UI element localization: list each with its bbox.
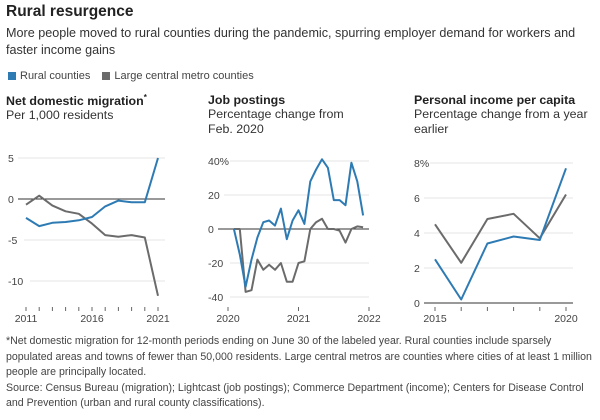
legend-item-metro: Large central metro counties [102, 70, 254, 82]
x-tick-label: 2022 [357, 313, 381, 325]
legend: Rural counties Large central metro count… [8, 70, 254, 82]
series-line-metro [25, 194, 159, 297]
source-text: Source: Census Bureau (migration); Light… [6, 381, 584, 410]
y-tick-label: 0 [208, 224, 214, 236]
x-tick-label: 2021 [287, 313, 311, 325]
y-tick-label: 5 [8, 153, 14, 165]
y-tick-label: 40% [208, 156, 229, 168]
chart-subtitle: More people moved to rural counties duri… [6, 26, 576, 57]
footnote-text: *Net domestic migration for 12-month per… [6, 335, 592, 379]
series-line-rural [25, 157, 159, 228]
y-tick-label: 0 [414, 298, 420, 310]
x-tick-label: 2020 [216, 313, 240, 325]
panel-subtitle: Percentage change from a year earlier [414, 107, 588, 136]
x-tick-label: 2015 [423, 313, 447, 325]
chart-panel-0: 5 0 -5 -10 2011 2016 2021 [8, 153, 170, 325]
y-tick-label: 20 [208, 190, 220, 202]
panel-subtitle: Percentage change from Feb. 2020 [208, 107, 344, 136]
y-tick-label: 0 [8, 194, 14, 206]
legend-swatch-rural [8, 72, 16, 80]
series-line-rural [434, 167, 567, 301]
y-tick-label: -40 [208, 292, 223, 304]
footnote-mark: * [143, 93, 147, 102]
x-tick-label: 2020 [554, 313, 578, 325]
series-line-metro [434, 193, 567, 264]
x-tick-label: 2016 [80, 313, 104, 325]
series-line-metro [233, 217, 364, 293]
y-tick-label: 8% [414, 158, 429, 170]
legend-label: Rural counties [20, 70, 91, 82]
y-tick-label: -5 [8, 235, 17, 247]
chart-panel-1: 40% 20 0 -20 -40 2020 2021 2022 [208, 156, 381, 325]
x-tick-label: 2021 [146, 313, 170, 325]
panel-header-jobs: Job postings Percentage change from Feb.… [208, 93, 368, 137]
panel-header-income: Personal income per capita Percentage ch… [414, 93, 594, 137]
y-tick-label: 2 [414, 263, 420, 275]
y-tick-label: -10 [8, 276, 23, 288]
series-line-rural [232, 158, 365, 288]
legend-item-rural: Rural counties [8, 70, 90, 82]
panel-title: Job postings [208, 93, 286, 107]
legend-swatch-metro [102, 72, 111, 80]
panel-title: Personal income per capita [414, 93, 576, 107]
y-tick-label: -20 [208, 258, 223, 270]
x-tick-label: 2011 [15, 313, 38, 325]
panel-header-migration: Net domestic migration* Per 1,000 reside… [6, 93, 196, 123]
chart-title: Rural resurgence [6, 3, 134, 20]
footnotes: *Net domestic migration for 12-month per… [6, 334, 596, 412]
legend-label: Large central metro counties [114, 70, 254, 82]
y-tick-label: 6 [414, 193, 420, 205]
y-tick-label: 4 [414, 228, 420, 240]
panel-subtitle: Per 1,000 residents [6, 108, 114, 123]
panel-title: Net domestic migration [6, 94, 144, 109]
